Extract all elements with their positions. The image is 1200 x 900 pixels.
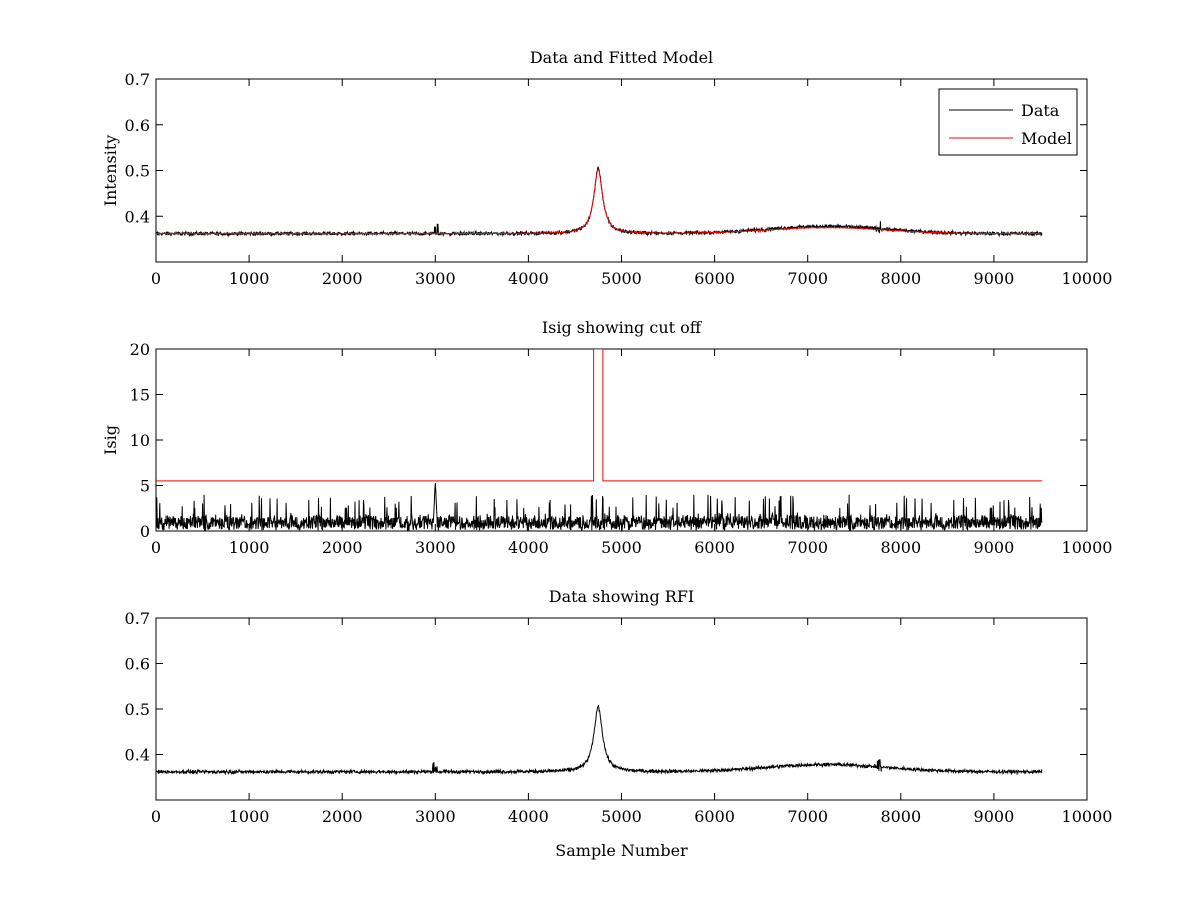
- red-series-line: [156, 349, 1043, 482]
- chart-title: Data and Fitted Model: [530, 48, 713, 67]
- x-tick-label: 10000: [1062, 269, 1113, 288]
- y-tick-label: 0.5: [125, 162, 150, 181]
- y-tick-label: 0: [140, 522, 150, 541]
- black-series-line: [156, 482, 1043, 531]
- chart-panel-2: 0 1000 2000 3000 4000 5000 6000 7000 8000 9000 100…: [101, 318, 1112, 557]
- x-tick-label: 5000: [601, 269, 642, 288]
- y-axis-label: Isig: [101, 425, 120, 455]
- chart-panel-3: 0 1000 2000 3000 4000 5000 6000 7000 8000 9000 100…: [125, 587, 1113, 860]
- legend: Data Model: [938, 88, 1078, 156]
- y-tick-label: 0.6: [125, 655, 150, 674]
- chart-title: Isig showing cut off: [542, 318, 703, 337]
- model-series-line: [156, 169, 1041, 235]
- y-tick-label: 0.7: [125, 70, 150, 89]
- x-tick-label: 2000: [322, 538, 363, 557]
- x-tick-label: 9000: [974, 538, 1015, 557]
- x-tick-label: 8000: [880, 269, 921, 288]
- x-tick-label: 1000: [229, 269, 270, 288]
- y-tick-label: 0.5: [125, 700, 150, 719]
- x-tick-label: 9000: [974, 807, 1015, 826]
- x-tick-label: 6000: [694, 807, 735, 826]
- x-tick-label: 4000: [508, 269, 549, 288]
- x-tick-label: 3000: [415, 538, 456, 557]
- plot-area-frame: [155, 348, 1088, 532]
- x-tick-label: 4000: [508, 538, 549, 557]
- x-tick-label: 0: [151, 538, 161, 557]
- x-tick-label: 1000: [229, 807, 270, 826]
- x-axis-label: Sample Number: [555, 841, 688, 860]
- x-tick-label: 2000: [322, 807, 363, 826]
- legend-box: [938, 88, 1078, 156]
- y-tick-label: 0.4: [125, 746, 150, 765]
- x-tick-label: 7000: [787, 807, 828, 826]
- y-tick-label: 15: [130, 386, 150, 405]
- y-tick-label: 20: [130, 340, 150, 359]
- chart-panel-1: 0 1000 2000 3000 4000 5000 6000 7000 8000 9000 100…: [101, 48, 1112, 288]
- x-tick-label: 2000: [322, 269, 363, 288]
- x-tick-label: 3000: [415, 807, 456, 826]
- black-series-line: [156, 704, 1043, 776]
- x-tick-label: 5000: [601, 538, 642, 557]
- y-tick-label: 0.4: [125, 207, 150, 226]
- y-tick-label: 10: [130, 431, 150, 450]
- x-tick-label: 4000: [508, 807, 549, 826]
- y-tick-label: 5: [140, 477, 150, 496]
- x-tick-label: 0: [151, 269, 161, 288]
- x-tick-label: 7000: [787, 269, 828, 288]
- y-axis-label: Intensity: [101, 135, 120, 207]
- x-tick-label: 0: [151, 807, 161, 826]
- y-tick-label: 0.7: [125, 609, 150, 628]
- x-tick-label: 3000: [415, 269, 456, 288]
- legend-label: Model: [1021, 129, 1072, 148]
- x-tick-label: 8000: [880, 538, 921, 557]
- x-tick-label: 5000: [601, 807, 642, 826]
- data-series-line: [156, 166, 1043, 238]
- y-tick-label: 0.6: [125, 116, 150, 135]
- x-tick-label: 6000: [694, 269, 735, 288]
- x-tick-label: 9000: [974, 269, 1015, 288]
- legend-label: Data: [1021, 101, 1060, 120]
- x-tick-label: 7000: [787, 538, 828, 557]
- x-tick-label: 6000: [694, 538, 735, 557]
- x-tick-label: 1000: [229, 538, 270, 557]
- x-tick-label: 8000: [880, 807, 921, 826]
- chart-title: Data showing RFI: [549, 587, 694, 606]
- x-tick-label: 10000: [1062, 807, 1113, 826]
- x-tick-label: 10000: [1062, 538, 1113, 557]
